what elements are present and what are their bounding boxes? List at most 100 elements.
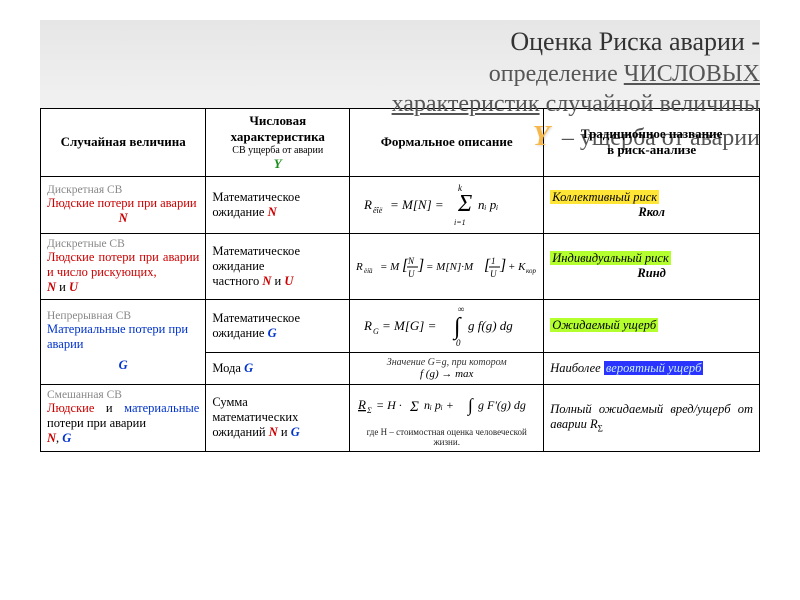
svg-text:g f(g) dg: g f(g) dg: [468, 318, 513, 333]
char4-b: математических: [212, 410, 298, 424]
risk-table: Случайная величина Числовая характеристи…: [40, 108, 760, 452]
formula3b-a: Значение G=g, при котором: [356, 357, 537, 368]
cell-char-3a: Математическое ожидание G: [206, 299, 350, 352]
title-symbol-y: Y: [527, 121, 556, 152]
cell-formula-3b: Значение G=g, при котором f (g) → max: [350, 352, 544, 384]
svg-text:1: 1: [491, 256, 496, 266]
title-main: Оценка Риска аварии: [510, 27, 744, 56]
title-word-char: характеристик: [392, 91, 540, 117]
cell-trad-4: Полный ожидаемый вред/ущерб от аварии RΣ: [544, 384, 760, 451]
cell-char-1: Математическое ожидание N: [206, 176, 350, 233]
table-row: Непрерывная СВ Материальные потери при а…: [41, 299, 760, 352]
cell-trad-2: Индивидуальный риск Rинд: [544, 233, 760, 299]
char4-a: Сумма: [212, 395, 247, 409]
rv2-sym-a: N: [47, 280, 56, 294]
char3a-b: ожидание: [212, 326, 267, 340]
trad1-hl: Коллективный риск: [550, 190, 659, 204]
rv2-sym-b: U: [69, 280, 78, 294]
trad3b-hl: вероятный ущерб: [604, 361, 704, 375]
rv4-mid: и: [94, 401, 124, 415]
svg-text:= M: = M: [380, 261, 400, 273]
rv1-symbol: N: [119, 211, 128, 225]
svg-text:i=1: i=1: [454, 218, 466, 227]
char4-c: ожиданий: [212, 425, 268, 439]
svg-text:nᵢ pᵢ +: nᵢ pᵢ +: [424, 398, 454, 412]
rv4-post: потери при аварии: [47, 416, 146, 430]
cell-trad-3b: Наиболее вероятный ущерб: [544, 352, 760, 384]
rv1-type: Дискретная СВ: [47, 184, 199, 196]
char2-sym-b: U: [284, 274, 293, 288]
formula4-note: где H – стоимостная оценка человеческой …: [356, 427, 537, 447]
char4-sym-a: N: [269, 425, 278, 439]
char2-b: ожидание: [212, 259, 264, 273]
rv4-sym-a: N: [47, 431, 56, 445]
cell-rv-1: Дискретная СВ Людские потери при аварии …: [41, 176, 206, 233]
svg-text:G: G: [373, 327, 379, 336]
rv2-mid: и: [56, 280, 69, 294]
cell-char-4: Сумма математических ожиданий N и G: [206, 384, 350, 451]
svg-text:= M[N]·M: = M[N]·M: [426, 261, 474, 273]
title-line-2: определение ЧИСЛОВЫХ: [40, 59, 760, 89]
trad3a-hl: Ожидаемый ущерб: [550, 318, 658, 332]
svg-text:R: R: [357, 397, 366, 412]
svg-text:= M[G] =: = M[G] =: [382, 318, 436, 333]
cell-rv-4: Смешанная СВ Людские и материальные поте…: [41, 384, 206, 451]
svg-text:= H ·: = H ·: [376, 398, 402, 412]
header-numeric-characteristic: Числовая характеристика СВ ущерба от ава…: [206, 108, 350, 176]
title-word-def: определение: [489, 61, 624, 87]
char3a-a: Математическое: [212, 311, 300, 325]
rv3-symbol: G: [119, 358, 128, 372]
header-col2-a: Числовая характеристика: [212, 113, 343, 145]
cell-rv-3: Непрерывная СВ Материальные потери при а…: [41, 299, 206, 384]
cell-formula-1: R êîë = M[N] = Σ k i=1 nᵢ pᵢ: [350, 176, 544, 233]
rv1-desc: Людские потери при аварии: [47, 196, 199, 211]
svg-text:Σ: Σ: [409, 399, 419, 415]
slide: Оценка Риска аварии - определение ЧИСЛОВ…: [0, 0, 800, 452]
formula-svg-4: R Σ = H · Σ nᵢ pᵢ + ∫ g F'(g) dg: [356, 389, 546, 427]
header-col2-y: Y: [212, 156, 343, 172]
trad2-hl: Индивидуальный риск: [550, 251, 671, 265]
trad4-sigma: Σ: [598, 423, 603, 433]
cell-char-2: Математическое ожидание частного N и U: [206, 233, 350, 299]
rv4-blue: материальные: [124, 401, 199, 415]
svg-text:∫: ∫: [467, 395, 474, 416]
svg-text:Σ: Σ: [457, 191, 472, 217]
char2-a: Математическое: [212, 244, 300, 258]
table-row: Дискретная СВ Людские потери при аварии …: [41, 176, 760, 233]
formula-svg-3a: R G = M[G] = ∫ ∞ 0 g f(g) dg: [362, 304, 532, 348]
cell-formula-3a: R G = M[G] = ∫ ∞ 0 g f(g) dg: [350, 299, 544, 352]
trad1-sym: Rкол: [638, 205, 665, 219]
rv4-type: Смешанная СВ: [47, 389, 199, 401]
cell-char-3b: Мода G: [206, 352, 350, 384]
svg-text:g F'(g) dg: g F'(g) dg: [478, 398, 526, 412]
char3b-a: Мода: [212, 361, 244, 375]
rv2-desc: Людские потери при аварии и число рискую…: [47, 250, 199, 280]
header-col2-b: СВ ущерба от аварии: [212, 145, 343, 156]
char4-sym-b: G: [291, 425, 300, 439]
cell-rv-2: Дискретные СВ Людские потери при аварии …: [41, 233, 206, 299]
svg-text:U: U: [490, 269, 497, 279]
char3a-sym: G: [268, 326, 277, 340]
char4-mid: и: [278, 425, 291, 439]
title-line-1: Оценка Риска аварии -: [40, 26, 760, 59]
svg-text:∫: ∫: [452, 314, 462, 341]
svg-text:0: 0: [456, 338, 461, 348]
cell-trad-1: Коллективный риск Rкол: [544, 176, 760, 233]
svg-text:+ K: + K: [508, 261, 526, 273]
svg-text:èíä: èíä: [364, 267, 373, 275]
char1-a: Математическое: [212, 190, 300, 204]
rv2-type: Дискретные СВ: [47, 238, 199, 250]
title-dash: -: [745, 27, 760, 56]
char2-mid: и: [271, 274, 284, 288]
char1-sym: N: [268, 205, 277, 219]
char2-c: частного: [212, 274, 262, 288]
rv3-desc: Материальные потери при аварии: [47, 322, 199, 352]
rv3-type: Непрерывная СВ: [47, 310, 199, 322]
svg-text:= M[N] =: = M[N] =: [390, 197, 444, 212]
cell-formula-2: R èíä = M [ N U ] = M[N]·M [ 1 U ]: [350, 233, 544, 299]
svg-text:∞: ∞: [458, 304, 464, 314]
rv4-red: Людские: [47, 401, 94, 415]
svg-text:]: ]: [499, 257, 506, 274]
svg-text:кор: кор: [526, 267, 537, 275]
svg-text:êîë: êîë: [373, 206, 383, 215]
